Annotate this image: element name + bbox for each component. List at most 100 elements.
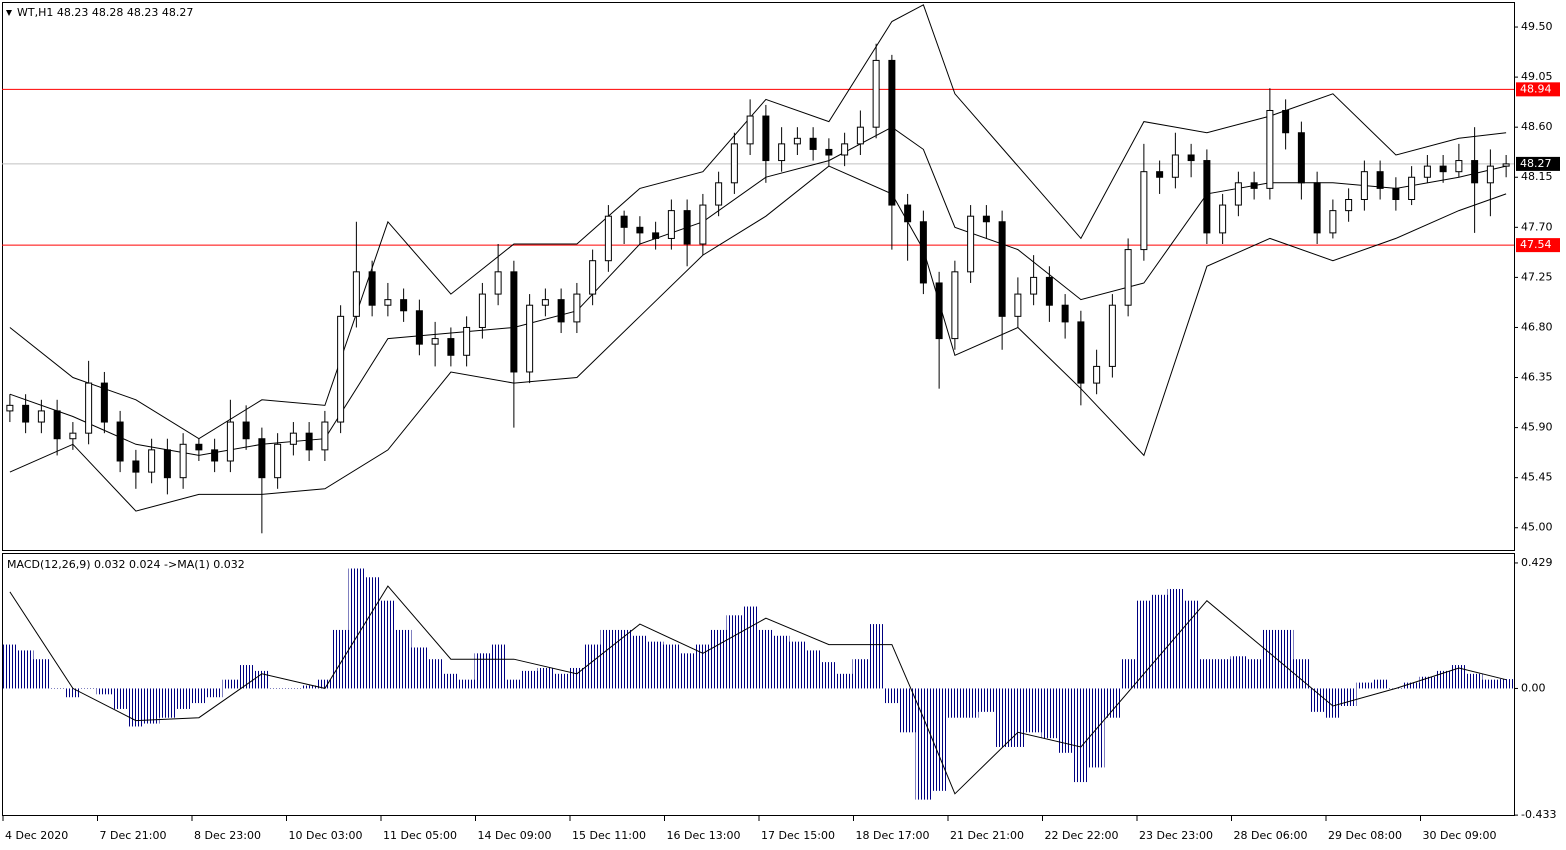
candle-body — [305, 432, 313, 451]
candle-body — [352, 271, 360, 317]
y-tick-label: 45.00 — [1521, 521, 1553, 534]
candle-body — [919, 221, 927, 284]
macd-bar — [65, 688, 81, 698]
macd-bar — [805, 650, 821, 689]
macd-bar — [600, 629, 617, 689]
macd-bar — [537, 667, 554, 689]
candle-body — [53, 410, 61, 440]
macd-bar — [584, 644, 601, 689]
macd-bar — [222, 679, 239, 689]
x-tick-label: 15 Dec 11:00 — [572, 829, 646, 842]
candle-body — [1061, 304, 1069, 323]
macd-bar — [1482, 679, 1499, 689]
y-tick-label: 46.80 — [1521, 320, 1553, 333]
candle-body — [274, 443, 282, 479]
x-tick-label: 11 Dec 05:00 — [383, 829, 457, 842]
collapse-icon[interactable] — [6, 10, 12, 16]
macd-bar — [978, 688, 995, 712]
macd-bar — [789, 641, 806, 689]
y-tick-label: 48.60 — [1521, 120, 1553, 133]
macd-bar — [1057, 688, 1073, 753]
candle-body — [904, 204, 912, 223]
macd-bar — [868, 624, 884, 689]
candle-body — [132, 460, 140, 473]
macd-bar — [836, 673, 853, 689]
macd-bar — [1230, 656, 1247, 689]
macd-bar — [427, 659, 443, 689]
macd-bar — [852, 659, 869, 689]
macd-bar — [994, 688, 1010, 747]
x-tick-label: 18 Dec 17:00 — [856, 829, 930, 842]
candle-body — [825, 148, 833, 156]
candle-body — [809, 137, 817, 150]
macd-bar — [159, 688, 176, 718]
candle-body — [620, 215, 628, 228]
candle-body — [289, 432, 297, 445]
x-tick-label: 14 Dec 09:00 — [478, 829, 552, 842]
candle-body — [1486, 165, 1494, 184]
y-tick-label: 45.45 — [1521, 471, 1553, 484]
macd-bar — [1136, 600, 1152, 689]
macd-bar — [175, 688, 191, 709]
candle-body — [1376, 171, 1384, 189]
x-tick-label: 17 Dec 15:00 — [761, 829, 835, 842]
candle-body — [1093, 365, 1101, 384]
y-tick-label: 45.90 — [1521, 421, 1553, 434]
candle-body — [1234, 182, 1242, 206]
macd-bar — [773, 635, 790, 689]
macd-bar — [128, 688, 144, 727]
candle-body — [494, 271, 502, 295]
price-title: WT,H1 48.23 48.28 48.23 48.27 — [17, 6, 193, 19]
candle-body — [447, 338, 455, 356]
x-tick-label: 30 Dec 09:00 — [1423, 829, 1497, 842]
macd-bar — [821, 662, 837, 689]
macd-bar — [1356, 682, 1373, 689]
x-tick-label: 29 Dec 08:00 — [1328, 829, 1402, 842]
candle-body — [762, 115, 770, 162]
macd-bar — [411, 647, 428, 689]
bollinger-middle — [9, 126, 1507, 456]
macd-bar — [1151, 594, 1168, 689]
last-price-label: 48.27 — [1520, 157, 1552, 170]
candle-body — [967, 215, 975, 273]
macd-bar — [474, 653, 491, 689]
y-tick-label: -0.433 — [1521, 808, 1556, 821]
candle-body — [526, 304, 534, 373]
macd-bar — [1088, 688, 1105, 768]
candle-body — [463, 326, 471, 356]
macd-bar — [1372, 679, 1388, 689]
macd-bar — [1246, 659, 1262, 689]
candle-body — [1502, 163, 1510, 167]
candle-body — [982, 215, 990, 223]
x-tick-label: 4 Dec 2020 — [5, 829, 68, 842]
candle-body — [1266, 109, 1274, 189]
x-tick-label: 23 Dec 23:00 — [1139, 829, 1213, 842]
macd-signal — [9, 585, 1507, 795]
y-tick-label: 49.50 — [1521, 20, 1553, 33]
candle-body — [179, 443, 187, 479]
candle-body — [541, 299, 549, 306]
candle-body — [1392, 187, 1400, 201]
x-tick-label: 28 Dec 06:00 — [1234, 829, 1308, 842]
macd-bar — [931, 688, 947, 791]
candle-body — [100, 382, 108, 423]
macd-bar — [1451, 665, 1467, 689]
macd-bar — [206, 688, 223, 698]
candle-body — [1360, 171, 1368, 201]
level-tag-label: 48.94 — [1520, 82, 1552, 95]
macd-bar — [269, 688, 286, 689]
candle-body — [589, 260, 597, 295]
macd-bar — [254, 670, 270, 689]
candle-body — [557, 299, 565, 323]
candle-body — [1030, 276, 1038, 295]
x-tick-label: 10 Dec 03:00 — [289, 829, 363, 842]
price-panel — [2, 2, 1515, 551]
candle-body — [1423, 165, 1431, 178]
candle-body — [1140, 171, 1148, 251]
x-tick-label: 7 Dec 21:00 — [100, 829, 167, 842]
candle-body — [415, 310, 423, 345]
candle-body — [1156, 171, 1164, 178]
candle-body — [69, 432, 77, 440]
plot-layer: 49.50 49.05 48.60 48.15 47.70 47.25 46.80 46.35… — [2, 4, 1560, 842]
